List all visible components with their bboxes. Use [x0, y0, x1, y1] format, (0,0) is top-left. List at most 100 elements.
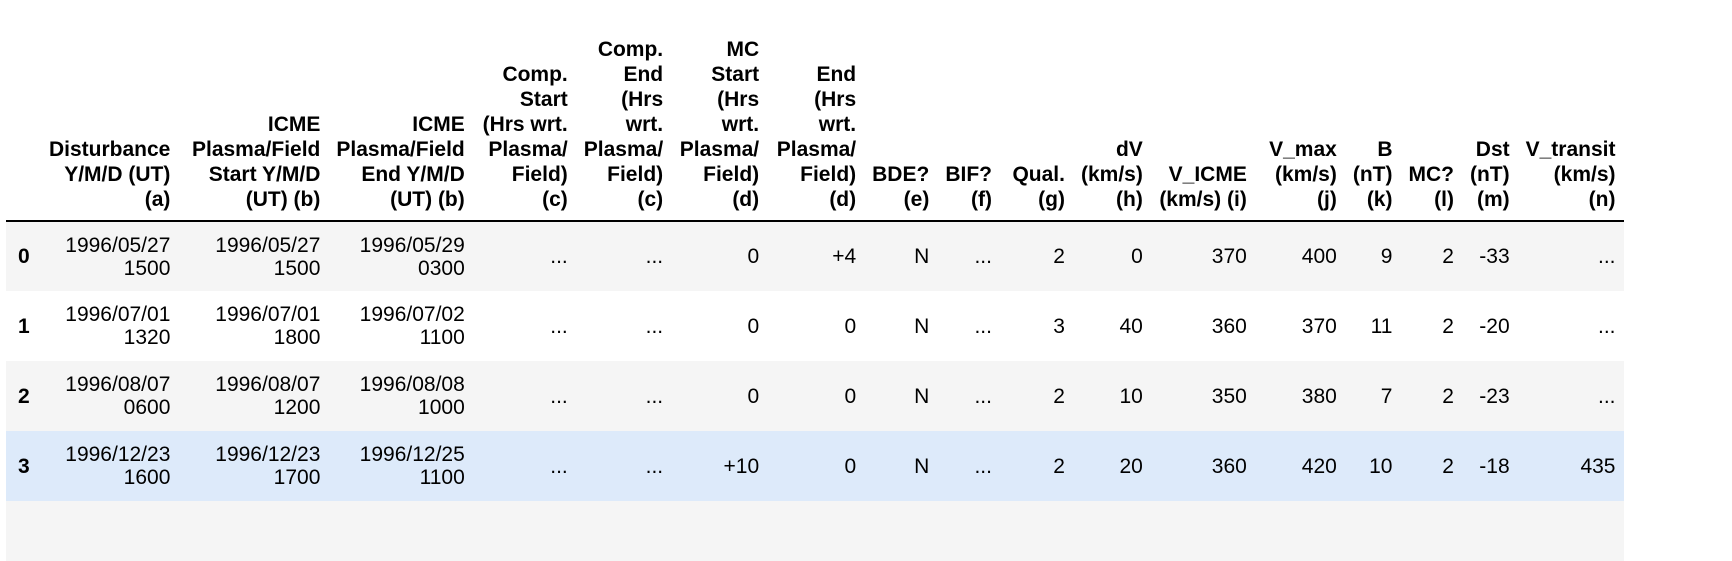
column-header: ICME Plasma/Field Start Y/M/D (UT) (b) [178, 0, 329, 222]
cell-date: 1996/12/23 [65, 443, 171, 466]
column-header: V_max (km/s) (j) [1254, 0, 1345, 222]
cell-date: 1996/12/25 [359, 443, 465, 466]
cell-mc-end: 0 [844, 454, 857, 478]
cell-disturbance: 1996/08/07 0600 [41, 361, 178, 431]
cell-mc: 2 [1442, 454, 1454, 478]
header-row: Disturbance Y/M/D (UT) (a) ICME Plasma/F… [6, 0, 1624, 222]
row-index: 3 [18, 454, 30, 478]
cell-v-max: 400 [1301, 245, 1337, 268]
cell-disturbance: 1996/07/01 1320 [41, 291, 178, 361]
cell-b: 9 [1380, 245, 1393, 268]
cell-date: 1996/07/02 [359, 303, 465, 326]
cell-date: 1996/05/27 [215, 233, 321, 257]
cell-mc: 2 [1442, 245, 1454, 268]
cell-time: 1800 [273, 326, 321, 349]
cell-mc-end: 0 [844, 384, 857, 408]
cell-time: 1500 [273, 256, 321, 280]
column-header: Comp. End (Hrs wrt. Plasma/ Field) (c) [575, 0, 672, 222]
cell-time: 1100 [419, 466, 465, 489]
cell-comp-start: ... [550, 314, 568, 338]
column-header: BDE? (e) [864, 0, 938, 222]
cell-comp-end: ... [645, 454, 664, 478]
cell-mc-start: 0 [747, 314, 760, 338]
cell-dv: 40 [1119, 314, 1143, 338]
data-table: Disturbance Y/M/D (UT) (a) ICME Plasma/F… [6, 0, 1624, 561]
cell-v-transit: 435 [1580, 454, 1616, 478]
cell-time: 1700 [273, 466, 321, 489]
cell-date: 1996/05/27 [65, 233, 171, 257]
cell-comp-end: ... [645, 245, 664, 268]
cell-start: 1996/05/27 1500 [178, 221, 328, 291]
cell-comp-start: ... [550, 384, 568, 408]
cell-end: 1996/07/02 1100 [328, 291, 472, 361]
cell-v-icme: 360 [1211, 454, 1247, 478]
cell-date: 1996/08/07 [65, 373, 171, 396]
cell-b: 11 [1370, 314, 1393, 338]
cell-date: 1996/07/01 [215, 303, 321, 326]
cell-disturbance: 1996/05/27 1500 [41, 221, 178, 291]
cell-start: 1996/08/07 1200 [178, 361, 328, 431]
cell-mc: 2 [1442, 314, 1454, 338]
cell-mc-start: 0 [747, 384, 760, 408]
cell-date: 1996/07/01 [65, 303, 171, 326]
cell-date: 1996/12/23 [215, 443, 321, 466]
column-header: Disturbance Y/M/D (UT) (a) [41, 0, 179, 222]
cell-mc-end: 0 [844, 314, 857, 338]
index-header [6, 0, 41, 222]
column-header: MC? (l) [1400, 0, 1462, 222]
column-header: dV (km/s) (h) [1072, 0, 1151, 222]
column-header: MC Start (Hrs wrt. Plasma/ Field) (d) [671, 0, 768, 222]
cell-bde: N [914, 454, 930, 478]
table-row-highlighted: 3 1996/12/23 1600 1996/12/23 1700 1996/12/… [6, 431, 1624, 501]
cell-dst: -33 [1479, 245, 1510, 268]
row-index [6, 501, 41, 561]
cell-v-icme: 370 [1211, 245, 1247, 268]
cell-mc-end: +4 [832, 245, 857, 268]
row-index: 1 [18, 314, 30, 338]
cell-mc: 2 [1442, 384, 1454, 408]
cell-date: 1996/05/29 [359, 233, 465, 257]
table-row: 1 1996/07/01 1320 1996/07/01 1800 1996/07/… [6, 291, 1624, 361]
cell-start: 1996/12/23 1700 [178, 431, 328, 501]
cell-time: 1200 [273, 396, 321, 419]
table-row: 2 1996/08/07 0600 1996/08/07 1200 1996/08/… [6, 361, 1624, 431]
column-header: Dst (nT) (m) [1461, 0, 1518, 222]
cell-dv: 20 [1119, 454, 1143, 478]
cell-end: 1996/08/08 1000 [328, 361, 472, 431]
row-index: 0 [18, 245, 30, 268]
cell-time: 1000 [418, 396, 465, 419]
cell-bif: ... [974, 245, 992, 268]
cell-date: 1996/08/08 [359, 373, 465, 396]
column-header: Comp. Start (Hrs wrt. Plasma/ Field) (c) [472, 0, 576, 222]
cell-time: 1320 [123, 326, 171, 349]
table-row: 0 1996/05/27 1500 1996/05/27 1500 1996/05/… [6, 221, 1624, 291]
cell-disturbance: 1996/12/23 1600 [41, 431, 178, 501]
cell-v-icme: 360 [1211, 314, 1247, 338]
table-row-partial [6, 501, 1624, 561]
cell-time: 1100 [419, 326, 465, 349]
cell-dst: -23 [1479, 384, 1510, 408]
cell-v-max: 380 [1301, 384, 1337, 408]
cell-bde: N [914, 314, 930, 338]
column-header: Qual. (g) [999, 0, 1073, 222]
cell-qual: 2 [1053, 384, 1065, 408]
cell-b: 10 [1369, 454, 1393, 478]
column-header: BIF? (f) [937, 0, 1000, 222]
cell-bif: ... [974, 384, 992, 408]
cell-mc-start: +10 [723, 454, 760, 478]
cell-mc-start: 0 [747, 245, 760, 268]
cell-b: 7 [1380, 384, 1393, 408]
cell-qual: 2 [1053, 245, 1065, 268]
cell-dv: 0 [1131, 245, 1143, 268]
cell-comp-start: ... [550, 454, 568, 478]
cell-dv: 10 [1119, 384, 1143, 408]
cell-end: 1996/05/29 0300 [328, 221, 472, 291]
row-index: 2 [18, 384, 30, 408]
cell-bif: ... [974, 314, 992, 338]
cell-comp-end: ... [645, 384, 664, 408]
cell-start: 1996/07/01 1800 [178, 291, 328, 361]
column-header: B (nT) (k) [1344, 0, 1401, 222]
cell-dst: -20 [1479, 314, 1510, 338]
cell-bde: N [914, 384, 930, 408]
cell-qual: 3 [1053, 314, 1065, 338]
